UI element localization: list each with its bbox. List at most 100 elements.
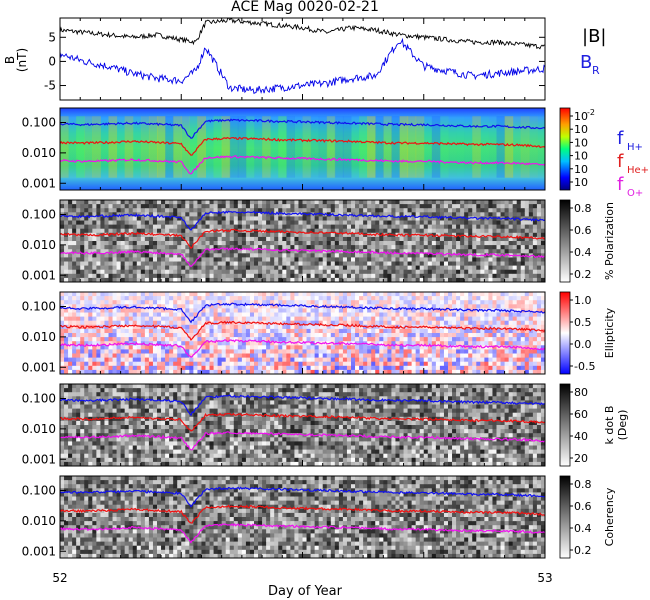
spectrum-cell: [407, 316, 413, 322]
spectrum-cell: [334, 257, 340, 262]
spectrum-cell: [140, 304, 146, 309]
spectrum-cell: [132, 369, 138, 375]
spectrum-cell: [64, 328, 69, 334]
spectrum-cell: [112, 220, 117, 225]
spectrum-cell: [318, 253, 324, 258]
spectrum-cell: [157, 304, 162, 309]
spectrum-cell: [468, 236, 473, 242]
spectrum-cell: [124, 328, 130, 334]
spectrum-cell: [427, 361, 433, 367]
spectrum-cell: [245, 357, 251, 363]
spectrum-cell: [270, 292, 275, 297]
spectrum-cell: [480, 200, 485, 205]
spectrum-cell: [532, 261, 538, 266]
spectrum-cell: [375, 349, 380, 354]
spectrum-cell: [387, 341, 392, 346]
spectrum-cell: [367, 257, 372, 262]
spectrum-cell: [338, 345, 344, 350]
spectrum-cell: [189, 249, 194, 254]
spectrum-cell: [310, 349, 316, 354]
spectrum-ytick-label: 0.001: [22, 176, 56, 190]
spectrum-cell: [500, 273, 505, 279]
spectrum-cell: [152, 216, 158, 221]
spectrum-cell: [399, 312, 404, 317]
spectrum-cell: [140, 353, 146, 358]
spectrum-cell: [221, 245, 227, 250]
spectrum-cell: [448, 292, 453, 297]
spectrum-cell: [342, 277, 348, 283]
spectrum-cell: [383, 277, 388, 283]
spectrum-cell: [435, 320, 441, 326]
spectrum-cell: [185, 349, 190, 354]
spectrum-cell: [435, 253, 441, 258]
spectrum-cell: [197, 261, 202, 266]
spectrum-cell: [363, 224, 368, 230]
spectrum-cell: [383, 320, 388, 326]
spectrum-cell: [306, 269, 311, 275]
spectrum-cell: [411, 304, 417, 309]
spectrum-cell: [468, 320, 473, 326]
spectrum-cell: [322, 365, 328, 371]
spectrum-cell: [217, 265, 223, 271]
spectrum-cell: [532, 265, 538, 271]
spectrum-cell: [488, 253, 493, 258]
spectrum-cell: [60, 308, 65, 313]
spectrum-cell: [282, 337, 287, 342]
spectrum-cell: [294, 249, 299, 254]
spectrum-cell: [346, 228, 352, 234]
spectrum-cell: [157, 320, 162, 326]
spectrum-cell: [80, 292, 85, 297]
spectrum-cell: [136, 208, 142, 213]
spectrum-cell: [391, 345, 396, 350]
spectrum-cell: [476, 300, 481, 305]
spectrum-cell: [237, 357, 243, 363]
spectrum-cell: [274, 236, 279, 242]
spectrum-cell: [262, 273, 267, 279]
spectrum-cell: [306, 312, 311, 317]
spectrum-cell: [205, 204, 210, 209]
spectrum-cell: [379, 369, 384, 375]
spectrum-cell: [241, 265, 247, 271]
spectrum-cell: [492, 212, 497, 217]
spectrum-cell: [88, 357, 93, 363]
spectrum-cell: [532, 296, 538, 301]
spectrum-cell: [375, 341, 380, 346]
spectrum-cell: [302, 324, 307, 330]
spectrum-cell: [229, 204, 235, 209]
spectrum-cell: [165, 292, 170, 297]
spectrum-cell: [427, 245, 433, 250]
spectrum-cell: [72, 320, 77, 326]
spectrum-cell: [112, 345, 117, 350]
spectrum-cell: [274, 324, 279, 330]
spectrum-cell: [298, 241, 303, 246]
spectrum-cell: [249, 312, 255, 317]
spectrum-cell: [334, 300, 340, 305]
spectrum-cell: [460, 257, 465, 262]
spectrum-cell: [185, 236, 190, 242]
spectrum-cell: [124, 200, 130, 205]
spectrum-cell: [403, 208, 408, 213]
spectrum-cell: [177, 277, 182, 283]
spectrum-cell: [496, 228, 501, 234]
spectrum-cell: [169, 320, 174, 326]
spectrum-cell: [306, 308, 311, 313]
spectrum-cell: [516, 257, 522, 262]
spectrum-cell: [76, 357, 81, 363]
spectrum-cell: [221, 361, 227, 367]
spectrum-cell: [379, 261, 384, 266]
spectrum-cell: [528, 369, 534, 375]
spectrum-cell: [452, 353, 457, 358]
spectrum-cell: [387, 296, 392, 301]
spectrum-cell: [520, 296, 526, 301]
spectrum-cell: [460, 316, 465, 322]
spectrum-cell: [484, 269, 489, 275]
spectrum-cell: [221, 220, 227, 225]
spectrum-cell: [387, 369, 392, 375]
spectrum-cell: [407, 328, 413, 334]
spectrum-cell: [326, 333, 332, 338]
spectrum-cell: [128, 200, 134, 205]
spectrum-cell: [144, 353, 150, 358]
spectrum-cell: [258, 337, 263, 342]
spectrum-cell: [492, 296, 497, 301]
spectrum-cell: [209, 204, 214, 209]
